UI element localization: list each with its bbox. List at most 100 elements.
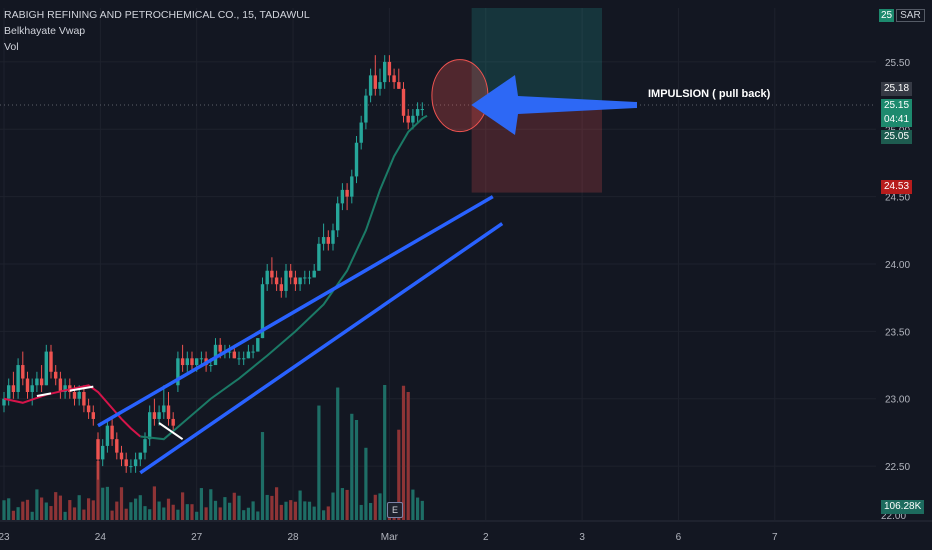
candle (58, 378, 63, 392)
volume-bar (326, 506, 330, 520)
volume-bar (190, 504, 194, 520)
volume-bar (40, 497, 44, 520)
candle (138, 452, 142, 460)
volume-bar (2, 500, 6, 520)
candle (129, 466, 133, 468)
volume-bar (312, 506, 316, 520)
volume-bar (293, 501, 297, 520)
time-tick: 23 (0, 532, 10, 543)
candle (166, 405, 171, 419)
volume-bar (166, 498, 171, 520)
volume-bar (303, 501, 307, 520)
grid (0, 8, 876, 520)
candle (317, 243, 321, 271)
pullback-circle[interactable] (431, 59, 489, 133)
impulse-arrow[interactable] (471, 75, 637, 136)
candle (331, 230, 335, 244)
currency-badge: 25 (879, 8, 895, 22)
candle (72, 392, 77, 399)
candle (110, 425, 114, 440)
candle (11, 385, 16, 392)
candle (124, 459, 128, 467)
trend-channel[interactable] (97, 195, 504, 475)
price-tag-stop: 24.53 (881, 180, 913, 194)
indicator-label-vol[interactable]: Vol (4, 41, 19, 53)
candle (284, 270, 288, 291)
candle (232, 351, 236, 359)
volume-bar (359, 504, 363, 520)
volume-bar (246, 507, 250, 520)
volume-bar (49, 506, 53, 520)
volume-bar (406, 392, 410, 520)
time-axis[interactable]: 23 24 27 28 Mar 2 3 6 7 (0, 520, 932, 550)
candle (387, 61, 392, 76)
indicator-label-vwap[interactable]: Belkhayate Vwap (4, 25, 86, 37)
volume-bar (176, 509, 180, 520)
volume-bar (416, 497, 420, 520)
volume-bar (204, 507, 208, 520)
price-tick-partial: 22.00 (881, 511, 906, 522)
volume-bar (185, 504, 189, 520)
volume-bar (420, 500, 424, 520)
target-zone (471, 8, 602, 106)
volume-bar (195, 511, 199, 520)
volume-bar (270, 495, 274, 520)
volume-bar (256, 511, 260, 520)
vwap-segment-neutral (158, 422, 184, 440)
candle (350, 176, 354, 197)
time-tick: 2 (483, 532, 489, 543)
volume-bar (44, 502, 48, 520)
volume-bar (213, 500, 218, 520)
volume-bar (317, 405, 321, 520)
time-tick: 7 (772, 532, 778, 543)
candle (270, 270, 274, 278)
price-tick: 25.50 (885, 58, 910, 69)
currency-indicator[interactable]: 25 SAR (879, 7, 925, 23)
volume-bar (87, 498, 91, 520)
price-tag-last: 25.15 (881, 99, 913, 113)
candle (237, 358, 241, 360)
candle (30, 385, 34, 392)
long-position-tool[interactable] (471, 8, 602, 193)
candle (7, 385, 11, 399)
volume-bar (237, 495, 241, 520)
impulsion-label[interactable]: IMPULSION ( pull back) (648, 88, 771, 100)
volume-bar (350, 413, 354, 520)
candle (180, 358, 185, 366)
time-tick: 24 (95, 532, 107, 543)
candle (345, 189, 349, 197)
earnings-icon[interactable]: E (387, 502, 403, 518)
volume-bar (134, 498, 138, 520)
candle (303, 277, 307, 279)
candle (242, 358, 246, 360)
vwap-segment-bullish (140, 114, 428, 441)
volume-bar (260, 432, 265, 520)
candle (265, 270, 269, 285)
volume-bar (242, 510, 246, 520)
candle (373, 75, 377, 89)
volume-bar (119, 487, 124, 520)
candle (54, 371, 58, 379)
candle (420, 109, 424, 111)
volume-bar (331, 492, 335, 520)
volume-bar (265, 494, 269, 520)
candle (101, 445, 105, 460)
candle (44, 351, 48, 386)
price-tag-high: 25.18 (881, 82, 913, 96)
candle (401, 88, 406, 116)
candle (307, 277, 312, 279)
candle (35, 378, 39, 386)
candle (21, 365, 25, 379)
volume-bar (279, 504, 283, 520)
candle (115, 439, 119, 453)
countdown-tag: 04:41 (881, 113, 913, 127)
volume-bar (148, 509, 152, 520)
volume-bar (138, 495, 142, 520)
volume-bar (143, 506, 147, 520)
volume-bar (115, 501, 119, 520)
circle-highlight (431, 59, 489, 133)
candle (91, 412, 95, 419)
volume-bar (364, 447, 368, 520)
candle (256, 338, 260, 352)
